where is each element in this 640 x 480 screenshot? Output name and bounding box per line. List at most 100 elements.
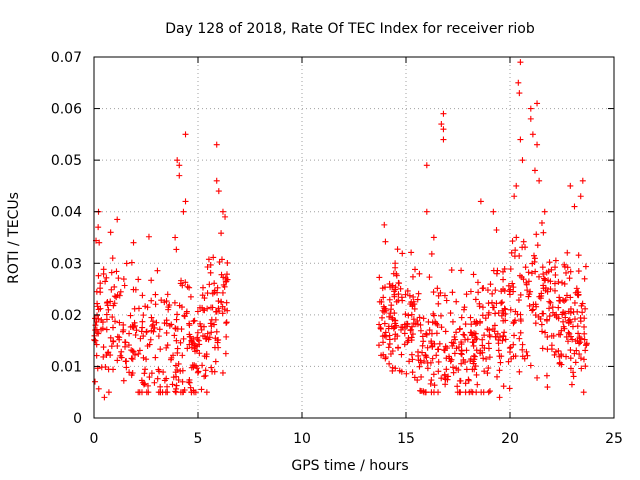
data-point: [380, 294, 387, 301]
data-point: [186, 284, 193, 291]
data-point: [152, 301, 159, 308]
data-point: [132, 332, 139, 339]
data-point: [98, 326, 105, 333]
data-point: [403, 370, 410, 377]
data-point: [409, 302, 416, 309]
data-point: [110, 338, 117, 345]
data-point: [100, 353, 107, 360]
data-point: [558, 352, 565, 359]
data-point: [517, 59, 524, 66]
data-point: [570, 308, 577, 315]
data-point: [542, 329, 549, 336]
data-point: [525, 269, 532, 276]
data-point: [201, 373, 208, 380]
data-point: [533, 303, 540, 310]
data-point: [553, 311, 560, 318]
data-point: [182, 131, 189, 138]
data-point: [153, 319, 160, 326]
data-point: [107, 334, 114, 341]
data-point: [565, 320, 572, 327]
y-tick-label: 0.01: [51, 359, 82, 375]
data-point: [519, 353, 526, 360]
data-point: [198, 326, 205, 333]
data-point: [551, 351, 558, 358]
data-point: [114, 357, 121, 364]
data-point: [516, 252, 523, 259]
data-point: [543, 372, 550, 379]
data-point: [129, 347, 136, 354]
data-point: [438, 121, 445, 128]
data-point: [531, 252, 537, 259]
data-point: [125, 342, 132, 349]
data-point: [477, 318, 484, 325]
data-point: [416, 270, 423, 277]
data-point: [196, 350, 203, 357]
data-point: [544, 333, 551, 340]
data-point: [516, 335, 523, 342]
data-point: [428, 340, 435, 347]
data-point: [582, 347, 589, 354]
data-point: [190, 318, 197, 325]
data-point: [205, 336, 212, 343]
data-point: [378, 352, 385, 359]
data-point: [391, 291, 398, 298]
data-point: [392, 365, 399, 372]
data-point: [486, 333, 493, 340]
data-point: [110, 366, 117, 373]
data-point: [537, 295, 544, 302]
data-point: [192, 348, 199, 355]
data-point: [186, 322, 193, 329]
data-point: [379, 333, 386, 340]
data-point: [510, 353, 517, 360]
data-point: [174, 311, 181, 318]
data-point: [485, 365, 492, 372]
data-point: [519, 341, 526, 348]
data-point: [491, 304, 498, 311]
data-point: [547, 299, 554, 306]
data-point: [499, 299, 506, 306]
data-point: [203, 353, 210, 360]
data-point: [539, 328, 546, 335]
data-point: [517, 316, 524, 323]
data-point: [498, 300, 505, 307]
data-point: [130, 324, 137, 331]
data-point: [174, 345, 181, 352]
data-point: [548, 332, 555, 339]
data-point: [501, 265, 508, 272]
data-point: [467, 357, 474, 364]
data-point: [98, 317, 105, 324]
data-point: [567, 347, 574, 354]
data-point: [546, 305, 553, 312]
data-point: [538, 219, 545, 226]
data-point: [122, 339, 129, 346]
data-point: [427, 359, 434, 366]
data-point: [517, 272, 524, 279]
data-point: [491, 328, 498, 335]
data-point: [460, 356, 467, 363]
data-point: [467, 329, 474, 336]
data-point: [381, 320, 388, 327]
data-point: [395, 279, 402, 286]
data-point: [403, 323, 410, 330]
data-point: [441, 347, 448, 354]
data-point: [184, 283, 191, 290]
data-point: [450, 369, 457, 376]
data-point: [146, 374, 153, 381]
data-point: [566, 330, 573, 337]
data-point: [97, 280, 104, 287]
data-point: [207, 269, 214, 276]
data-point: [563, 353, 570, 360]
data-point: [564, 249, 571, 256]
data-point: [547, 278, 554, 285]
scatter-points: [91, 59, 590, 401]
data-point: [95, 315, 102, 322]
data-point: [391, 335, 398, 342]
data-point: [547, 286, 554, 293]
data-point: [212, 358, 219, 365]
data-point: [571, 203, 578, 210]
data-point: [113, 268, 120, 275]
data-point: [409, 323, 416, 330]
data-point: [181, 313, 188, 320]
data-point: [393, 270, 400, 277]
